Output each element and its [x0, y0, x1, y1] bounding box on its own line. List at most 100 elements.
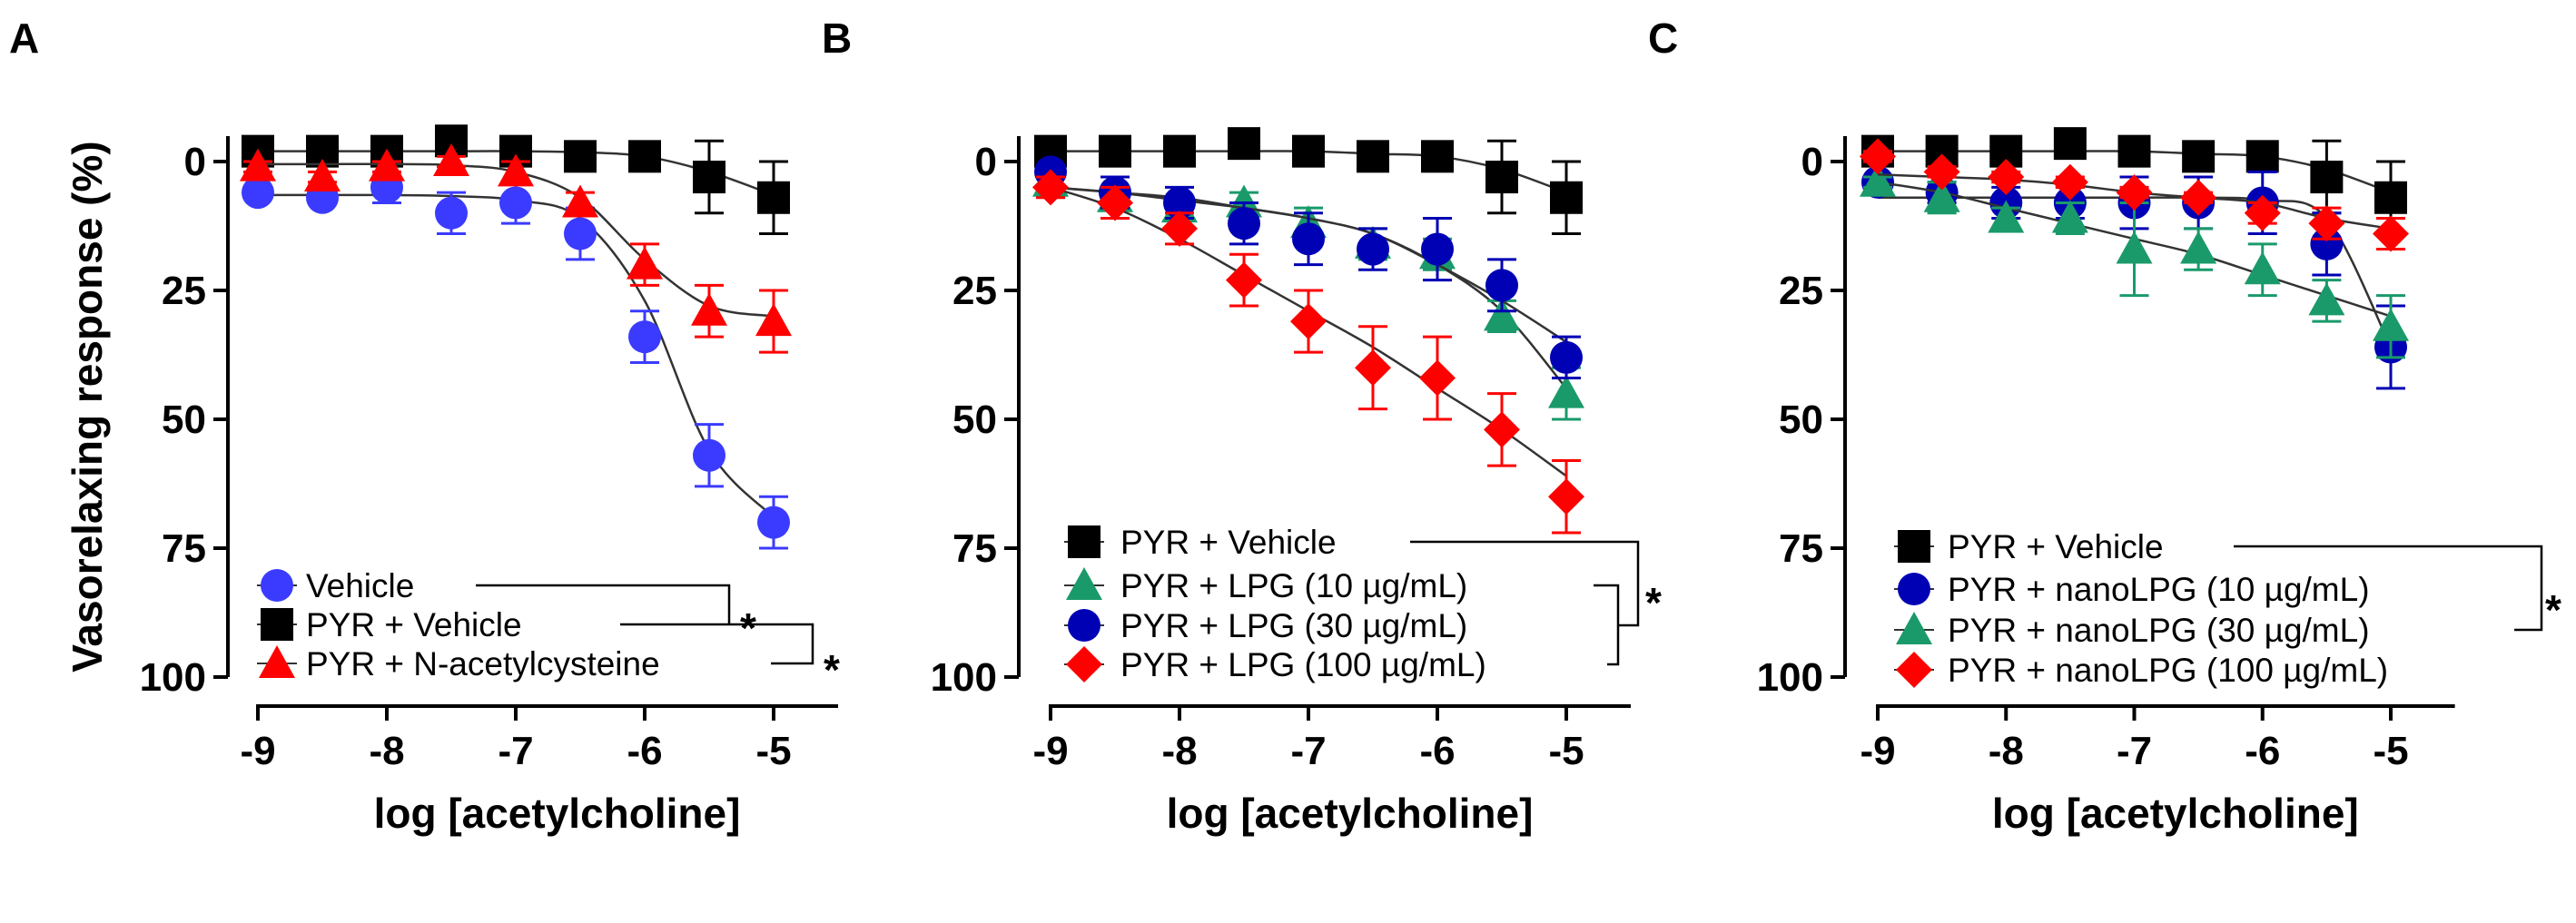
legend-label: PYR + LPG (30 µg/mL)	[1120, 607, 1467, 644]
data-point	[1032, 169, 1069, 206]
significance-bracket	[620, 623, 814, 665]
data-point	[1163, 186, 1196, 220]
y-tick-label: 75	[952, 526, 997, 571]
data-point	[498, 153, 534, 187]
significance-star: *	[2545, 586, 2561, 633]
x-tick-label: -7	[1290, 729, 1326, 773]
data-point	[755, 303, 792, 337]
data-point	[1097, 184, 1133, 221]
significance-star: *	[1645, 579, 1662, 626]
data-point	[2244, 194, 2281, 231]
data-point	[1290, 303, 1327, 340]
data-point	[304, 159, 341, 192]
data-point	[2310, 161, 2344, 194]
y-tick-label: 100	[140, 655, 206, 700]
x-tick-label: -9	[1860, 729, 1895, 773]
legend-label: PYR + nanoLPG (100 µg/mL)	[1948, 652, 2388, 689]
data-point	[2051, 163, 2088, 201]
data-point	[691, 292, 727, 326]
panel-c: C 0 25 50 75 100 -9 -8 -7 -6 -5 log [acetylcholine]…	[1648, 15, 2561, 837]
x-tick-label: -5	[2373, 729, 2408, 773]
data-point	[2182, 140, 2216, 173]
legend-marker	[1066, 567, 1102, 600]
y-tick-label: 25	[1779, 269, 1823, 313]
data-point	[2310, 227, 2344, 260]
data-point	[499, 186, 532, 220]
legend-label: PYR + LPG (10 µg/mL)	[1120, 567, 1467, 604]
legend-label: PYR + nanoLPG (30 µg/mL)	[1948, 612, 2370, 649]
data-point	[2051, 200, 2088, 233]
legend-marker	[1066, 646, 1102, 682]
legend-marker	[259, 645, 295, 678]
data-point	[2117, 134, 2151, 168]
data-point	[562, 184, 598, 218]
y-tick-label: 50	[162, 398, 206, 442]
data-point	[1357, 140, 1389, 173]
significance-star: *	[740, 604, 756, 652]
legend-marker	[1896, 652, 1932, 688]
y-tick-label: 100	[931, 655, 997, 700]
panel-label: A	[9, 15, 39, 62]
significance-bracket	[476, 584, 731, 624]
data-point	[1923, 179, 1960, 212]
data-point	[2308, 205, 2345, 242]
y-axis-title: Vasorelaxing response (%)	[64, 141, 111, 672]
data-point	[1419, 359, 1456, 397]
data-point	[1550, 340, 1583, 374]
y-tick-label: 50	[1779, 398, 1823, 442]
y-tick-label: 100	[1757, 655, 1823, 700]
legend-marker	[1896, 612, 1932, 644]
legend-marker	[261, 608, 293, 641]
significance-bracket	[2234, 545, 2543, 632]
x-axis-title: log [acetylcholine]	[1167, 790, 1534, 837]
y-tick-label: 0	[1801, 140, 1823, 184]
data-point	[627, 246, 663, 280]
data-point	[2116, 174, 2153, 211]
data-point	[2244, 251, 2281, 285]
x-tick-label: -7	[498, 729, 533, 773]
x-tick-label: -7	[2117, 729, 2152, 773]
x-tick-label: -8	[369, 729, 404, 773]
data-point	[1860, 163, 1896, 197]
legend-marker	[1898, 573, 1930, 605]
data-point	[757, 181, 790, 214]
data-point	[1355, 349, 1391, 387]
significance-bracket	[1594, 584, 1620, 666]
y-tick-label: 50	[952, 398, 997, 442]
data-point	[1421, 232, 1454, 266]
series-2	[1860, 163, 2409, 359]
legend-label: PYR + LPG (100 µg/mL)	[1120, 646, 1486, 683]
data-point	[242, 176, 274, 210]
legend-label: PYR + Vehicle	[306, 606, 522, 643]
data-point	[1485, 161, 1518, 194]
data-point	[1550, 181, 1583, 214]
x-tick-label: -9	[1032, 729, 1068, 773]
data-point	[1988, 159, 2025, 196]
significance-star: *	[824, 646, 840, 693]
x-tick-label: -9	[240, 729, 275, 773]
x-tick-label: -6	[1419, 729, 1455, 773]
legend-label: PYR + Vehicle	[1120, 524, 1337, 561]
data-point	[433, 143, 469, 176]
series-0	[242, 170, 790, 550]
legend: PYR + Vehicle PYR + nanoLPG (10 µg/mL) PYR…	[1894, 528, 2388, 689]
data-point	[1228, 207, 1260, 241]
panel-label: C	[1648, 15, 1678, 62]
data-point	[1484, 411, 1520, 448]
data-point	[240, 148, 276, 182]
data-point	[628, 140, 661, 173]
data-point	[693, 438, 725, 472]
panel-label: B	[822, 15, 852, 62]
y-tick-label: 0	[975, 140, 997, 184]
x-tick-label: -5	[1548, 729, 1584, 773]
panel-a: A 0 25 50 75 100 -9 -8 -7 -6 -5 log [acetylcholine]…	[9, 15, 840, 837]
y-tick-label: 25	[952, 269, 997, 313]
data-point	[1292, 222, 1325, 256]
data-point	[564, 140, 597, 173]
x-tick-label: -6	[627, 729, 662, 773]
fit-curve	[257, 193, 775, 518]
data-point	[2180, 179, 2217, 216]
legend-label: Vehicle	[306, 567, 414, 604]
